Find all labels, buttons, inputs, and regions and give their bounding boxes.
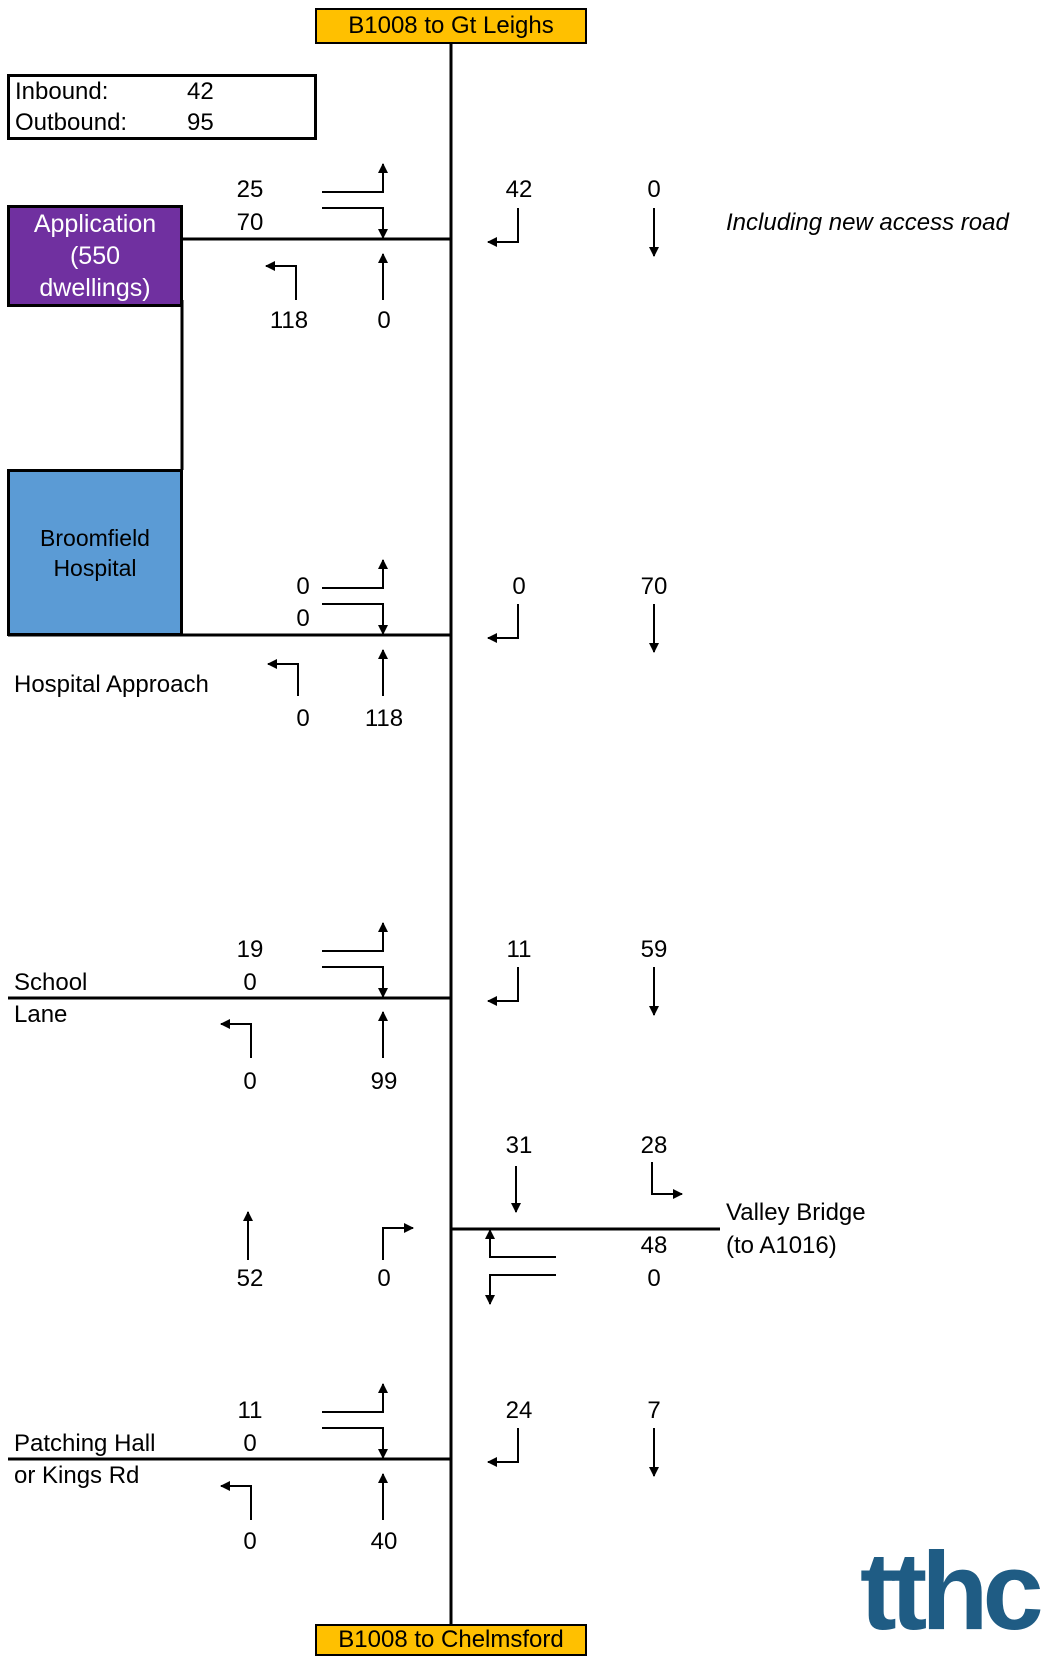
application-line-3: dwellings) [39, 274, 151, 302]
arrow-ph-w-left [322, 1427, 388, 1459]
ph-w-left-flow: 0 [243, 1430, 257, 1457]
vb-s-ahead-flow: 52 [236, 1265, 264, 1292]
patching-hall-label-2: or Kings Rd [14, 1462, 140, 1489]
arrow-app-s-left [265, 261, 297, 300]
vb-e-right-flow: 0 [647, 1265, 661, 1292]
hosp-s-ahead-flow: 118 [364, 705, 404, 732]
valley-bridge-label-2: (to A1016) [726, 1232, 837, 1259]
school-s-ahead-flow: 99 [370, 1068, 398, 1095]
arrow-school-s-left [220, 1019, 252, 1058]
arrow-school-w-right [322, 922, 388, 952]
ph-s-ahead-flow: 40 [370, 1528, 398, 1555]
arrow-school-w-left [322, 966, 388, 998]
application-site-box: Application (550 dwellings) [7, 205, 183, 307]
app-n-right-flow: 42 [505, 176, 533, 203]
road-label-south-text: B1008 to Chelmsford [338, 1626, 564, 1653]
hosp-n-ahead-flow: 70 [640, 573, 668, 600]
ph-n-right-flow: 24 [505, 1397, 533, 1424]
hospital-approach-label: Hospital Approach [14, 671, 209, 698]
arrow-ph-s-left [220, 1481, 252, 1520]
arrow-app-w-left [322, 207, 388, 239]
valley-bridge-label-1: Valley Bridge [726, 1199, 866, 1226]
arrow-vb-n-left [651, 1162, 683, 1199]
arrow-hosp-w-left [322, 603, 388, 635]
application-line-1: Application [33, 210, 157, 238]
arrow-hosp-w-right [322, 559, 388, 589]
hosp-w-left-flow: 0 [296, 605, 310, 632]
road-label-north: B1008 to Gt Leighs [315, 8, 587, 44]
arrow-vb-e-right [485, 1274, 556, 1305]
arrow-vb-e-left [485, 1229, 556, 1258]
inbound-value: 42 [187, 78, 214, 105]
app-s-left-flow: 118 [269, 307, 309, 334]
hosp-s-left-flow: 0 [296, 705, 310, 732]
arrow-school-n-right [487, 967, 519, 1006]
vb-e-left-flow: 48 [640, 1232, 668, 1259]
app-w-left-flow: 70 [236, 209, 264, 236]
arrow-app-n-right [487, 208, 519, 247]
company-logo-text: tthc [860, 1545, 1044, 1653]
ph-w-right-flow: 11 [237, 1397, 263, 1424]
ph-s-left-flow: 0 [243, 1528, 257, 1555]
totals-box: Inbound: 42 Outbound: 95 [7, 74, 317, 140]
application-line-2: (550 [69, 242, 121, 270]
hospital-line-1: Broomfield [40, 524, 150, 551]
hosp-n-right-flow: 0 [512, 573, 526, 600]
app-w-right-flow: 25 [236, 176, 264, 203]
app-s-ahead-flow: 0 [377, 307, 391, 334]
road-label-north-text: B1008 to Gt Leighs [348, 12, 554, 39]
vb-n-left-flow: 28 [640, 1132, 668, 1159]
school-n-ahead-flow: 59 [640, 936, 668, 963]
hospital-site-box: Broomfield Hospital [7, 469, 183, 636]
arrow-hosp-n-right [487, 604, 519, 643]
arrow-vb-s-right [382, 1223, 414, 1260]
school-w-right-flow: 19 [236, 936, 264, 963]
access-road-note: Including new access road [726, 209, 1009, 236]
school-n-right-flow: 11 [506, 936, 532, 963]
road-label-south: B1008 to Chelmsford [315, 1624, 587, 1656]
outbound-label: Outbound: [15, 109, 128, 136]
school-lane-label-2: Lane [14, 1001, 68, 1028]
arrow-app-w-right [322, 163, 388, 193]
outbound-value: 95 [187, 109, 214, 136]
ph-n-ahead-flow: 7 [647, 1397, 661, 1424]
inbound-label: Inbound: [15, 78, 109, 105]
hosp-w-right-flow: 0 [296, 573, 310, 600]
app-n-ahead-flow: 0 [647, 176, 661, 203]
hospital-line-2: Hospital [53, 554, 137, 581]
school-lane-label-1: School [14, 969, 88, 996]
vb-n-ahead-flow: 31 [505, 1132, 533, 1159]
arrow-ph-n-right [487, 1428, 519, 1467]
company-logo: tthc [860, 1545, 1048, 1656]
school-w-left-flow: 0 [243, 969, 257, 996]
arrow-hosp-s-left [267, 659, 299, 696]
vb-s-right-flow: 0 [377, 1265, 391, 1292]
arrow-ph-w-right [322, 1383, 388, 1413]
school-s-left-flow: 0 [243, 1068, 257, 1095]
patching-hall-label-1: Patching Hall [14, 1430, 156, 1457]
